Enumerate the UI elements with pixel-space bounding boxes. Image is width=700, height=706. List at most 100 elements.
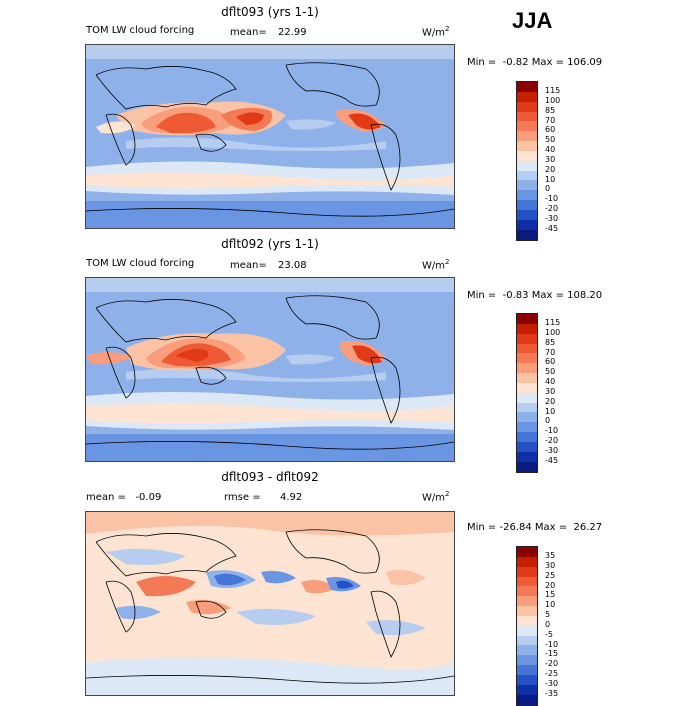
cb1-tick: 40	[545, 145, 556, 155]
cb2-tick: 0	[545, 416, 551, 426]
colorbar-swatch	[517, 382, 537, 393]
colorbar-swatch	[517, 323, 537, 334]
cb3-tick: -30	[545, 678, 559, 688]
colorbar-swatch	[517, 333, 537, 344]
cb3-tick: -5	[545, 629, 553, 639]
panel-3-title: dflt093 - dflt092	[221, 470, 319, 484]
panel-3-minmax: Min = -26.84 Max = 26.27	[467, 522, 603, 533]
colorbar-swatch	[517, 645, 537, 656]
cb1-tick: 50	[545, 135, 556, 145]
cb2-tick: 60	[545, 357, 556, 367]
colorbar-swatch	[517, 402, 537, 413]
panel-3-stat-value: 4.92	[280, 492, 303, 503]
colorbar-swatch	[517, 180, 537, 191]
colorbar-swatch	[517, 209, 537, 220]
colorbar-swatch	[517, 121, 537, 132]
cb3-tick: 0	[545, 619, 551, 629]
panel-3-stat-label: rmse =	[224, 492, 261, 503]
colorbar-swatch	[517, 441, 537, 452]
colorbar-swatch	[517, 363, 537, 374]
panel-2-units: W/m2	[422, 258, 450, 272]
panel-1-stat-value: 22.99	[278, 27, 307, 38]
panel-3-map	[85, 511, 455, 696]
cb3-tick: -25	[545, 669, 559, 679]
cb3-tick: 15	[545, 590, 556, 600]
colorbar-swatch	[517, 566, 537, 577]
panel-3-colorbar-ticks: 35 30 25 20 15 10 5 0 -5 -10 -15 -20 -25…	[545, 551, 558, 699]
cb1-tick: -45	[545, 223, 559, 233]
season-label: JJA	[512, 8, 553, 33]
cb2-tick: 10	[545, 406, 556, 416]
colorbar-swatch	[517, 635, 537, 646]
colorbar-swatch	[517, 91, 537, 102]
panel-1-left-label: TOM LW cloud forcing	[86, 25, 195, 36]
cb3-tick: 35	[545, 551, 556, 560]
colorbar-swatch	[517, 190, 537, 201]
colorbar-swatch	[517, 200, 537, 210]
cb1-tick: 0	[545, 184, 551, 194]
cb1-tick: 20	[545, 164, 556, 174]
colorbar-swatch	[517, 615, 537, 626]
cb1-tick: 85	[545, 105, 556, 115]
colorbar-swatch	[517, 219, 537, 230]
panel-3-left-label: mean = -0.09	[86, 492, 162, 503]
colorbar-swatch	[517, 556, 537, 567]
colorbar-swatch	[517, 353, 537, 364]
panel-2-map	[85, 277, 455, 462]
colorbar-swatch	[517, 373, 537, 383]
colorbar-swatch	[517, 141, 537, 151]
colorbar-swatch	[517, 422, 537, 433]
colorbar-swatch	[517, 606, 537, 616]
cb1-tick: 30	[545, 154, 556, 164]
colorbar-swatch	[517, 111, 537, 122]
cb2-tick: 70	[545, 347, 556, 357]
cb1-tick: -20	[545, 204, 559, 214]
colorbar-swatch	[517, 684, 537, 695]
cb1-tick: 10	[545, 174, 556, 184]
panel-2-minmax: Min = -0.83 Max = 108.20	[467, 290, 603, 301]
cb2-tick: 100	[545, 327, 561, 337]
cb1-tick: -30	[545, 213, 559, 223]
panel-1-units: W/m2	[422, 25, 450, 39]
cb3-tick: 5	[545, 610, 551, 620]
colorbar-swatch	[517, 655, 537, 666]
colorbar-swatch	[517, 229, 537, 240]
panel-3-colorbar	[516, 546, 538, 706]
cb2-tick: -45	[545, 455, 559, 465]
panel-3-units: W/m2	[422, 490, 450, 504]
cb2-tick: 85	[545, 337, 556, 347]
colorbar-swatch	[517, 596, 537, 607]
cb3-tick: -15	[545, 649, 559, 659]
colorbar-swatch	[517, 82, 537, 92]
colorbar-swatch	[517, 412, 537, 423]
cb1-tick: 100	[545, 95, 561, 105]
colorbar-swatch	[517, 131, 537, 142]
colorbar-swatch	[517, 576, 537, 587]
cb2-tick: 30	[545, 386, 556, 396]
cb1-tick: 70	[545, 115, 556, 125]
colorbar-swatch	[517, 674, 537, 685]
cb3-tick: -20	[545, 659, 559, 669]
cb2-tick: -30	[545, 445, 559, 455]
colorbar-swatch	[517, 547, 537, 557]
cb2-tick: 115	[545, 318, 561, 327]
panel-1-colorbar-ticks: 115 100 85 70 60 50 40 30 20 10 0 -10 -2…	[545, 86, 560, 234]
colorbar-swatch	[517, 451, 537, 462]
cb3-tick: 30	[545, 560, 556, 570]
panel-1-title: dflt093 (yrs 1-1)	[221, 5, 319, 19]
panel-1-map	[85, 44, 455, 229]
colorbar-swatch	[517, 343, 537, 354]
cb3-tick: 25	[545, 570, 556, 580]
colorbar-swatch	[517, 160, 537, 171]
cb3-tick: -10	[545, 639, 559, 649]
cb1-tick: -10	[545, 194, 559, 204]
cb2-tick: 50	[545, 367, 556, 377]
cb2-tick: -10	[545, 426, 559, 436]
panel-2-title: dflt092 (yrs 1-1)	[221, 237, 319, 251]
colorbar-swatch	[517, 432, 537, 442]
cb2-tick: 20	[545, 396, 556, 406]
colorbar-swatch	[517, 170, 537, 181]
colorbar-swatch	[517, 461, 537, 472]
panel-2-stat-value: 23.08	[278, 260, 307, 271]
panel-2-left-label: TOM LW cloud forcing	[86, 258, 195, 269]
